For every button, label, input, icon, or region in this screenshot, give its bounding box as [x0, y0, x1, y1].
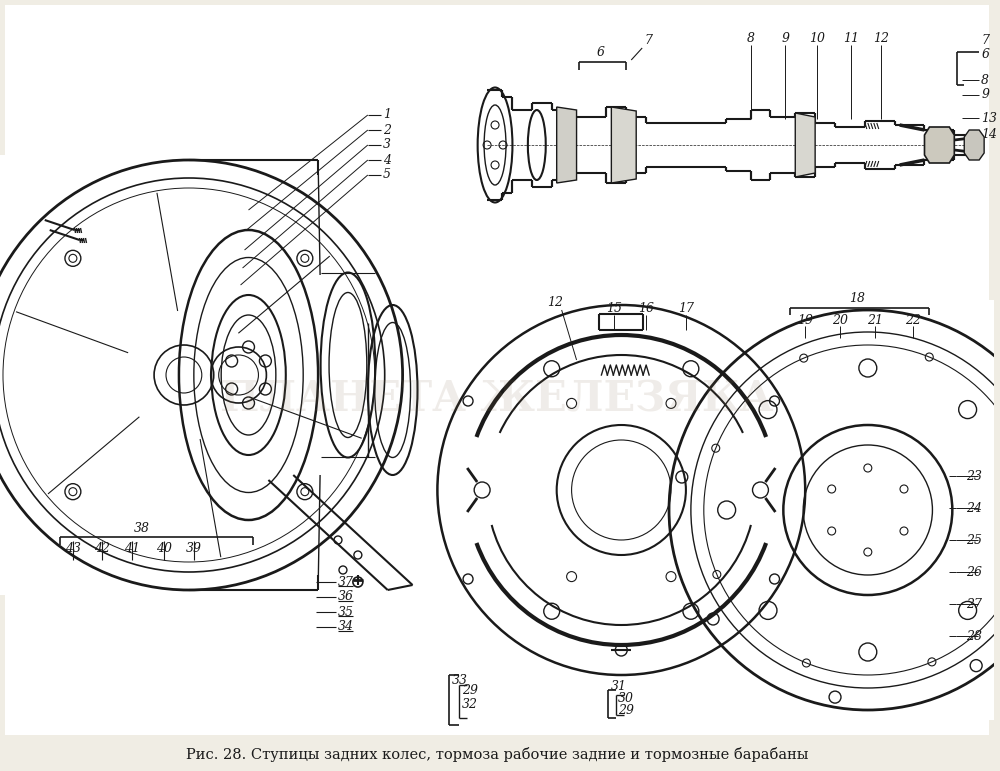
Text: 8: 8: [747, 32, 755, 45]
Text: 7: 7: [981, 33, 989, 46]
Text: 24: 24: [966, 501, 982, 514]
Text: 35: 35: [338, 605, 354, 618]
Text: 42: 42: [94, 541, 110, 554]
Text: 43: 43: [65, 541, 81, 554]
Text: 33: 33: [452, 674, 468, 686]
Text: 21: 21: [867, 314, 883, 326]
Text: 7: 7: [644, 33, 652, 46]
Text: 28: 28: [966, 629, 982, 642]
Text: 15: 15: [606, 301, 622, 315]
Text: 9: 9: [781, 32, 789, 45]
Text: 29: 29: [618, 703, 634, 716]
Polygon shape: [611, 107, 636, 183]
Text: 6: 6: [596, 45, 604, 59]
Text: 19: 19: [797, 314, 813, 326]
Text: 32: 32: [462, 699, 478, 712]
Text: 1: 1: [383, 109, 391, 122]
Polygon shape: [557, 107, 577, 183]
Text: 2: 2: [383, 123, 391, 136]
Polygon shape: [659, 300, 1000, 720]
Text: 36: 36: [338, 591, 354, 604]
Text: 12: 12: [873, 32, 889, 45]
Text: 4: 4: [383, 153, 391, 167]
Text: 5: 5: [383, 169, 391, 181]
Text: 30: 30: [618, 692, 634, 705]
Polygon shape: [0, 155, 408, 595]
Text: 41: 41: [124, 541, 140, 554]
Polygon shape: [427, 270, 795, 710]
Text: 13: 13: [981, 112, 997, 124]
Text: 34: 34: [338, 621, 354, 634]
Text: 25: 25: [966, 534, 982, 547]
Text: 6: 6: [981, 49, 989, 62]
Text: 27: 27: [966, 598, 982, 611]
Text: 23: 23: [966, 470, 982, 483]
Text: 38: 38: [134, 521, 150, 534]
Text: ПЛАНЕТА ЖЕЛЕЗЯКА: ПЛАНЕТА ЖЕЛЕЗЯКА: [220, 379, 774, 421]
Text: 29: 29: [462, 684, 478, 696]
Text: 10: 10: [809, 32, 825, 45]
Text: 22: 22: [905, 314, 921, 326]
Text: 14: 14: [981, 129, 997, 142]
Text: 9: 9: [981, 89, 989, 102]
Polygon shape: [964, 130, 984, 160]
Text: 37: 37: [338, 575, 354, 588]
Text: 11: 11: [843, 32, 859, 45]
Text: 16: 16: [638, 301, 654, 315]
Text: 20: 20: [832, 314, 848, 326]
Polygon shape: [482, 40, 989, 250]
Text: 8: 8: [981, 73, 989, 86]
Text: 26: 26: [966, 565, 982, 578]
Text: 31: 31: [610, 679, 626, 692]
Text: 39: 39: [186, 541, 202, 554]
Text: 18: 18: [849, 291, 865, 305]
Text: 40: 40: [156, 541, 172, 554]
Text: Рис. 28. Ступицы задних колес, тормоза рабочие задние и тормозные барабаны: Рис. 28. Ступицы задних колес, тормоза р…: [186, 748, 808, 763]
Polygon shape: [924, 127, 954, 163]
Polygon shape: [795, 113, 815, 177]
Text: 17: 17: [678, 301, 694, 315]
Text: 12: 12: [547, 295, 563, 308]
Text: 3: 3: [383, 139, 391, 151]
